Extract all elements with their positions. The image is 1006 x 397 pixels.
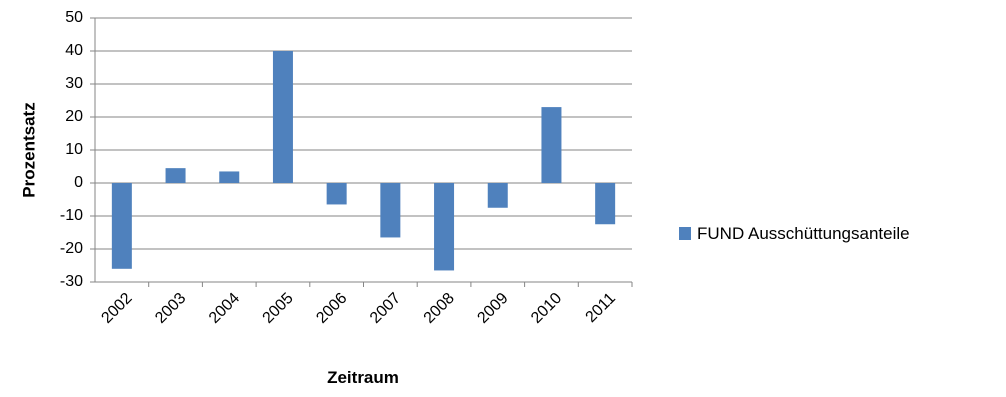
x-tick-label: 2003	[152, 290, 189, 327]
y-axis-title: Prozentsatz	[19, 102, 38, 197]
x-tick-label: 2005	[260, 290, 297, 327]
bar	[111, 183, 132, 269]
bar	[326, 183, 347, 205]
x-tick-label: 2002	[98, 290, 135, 327]
legend-label: FUND Ausschüttungsanteile	[697, 224, 910, 243]
legend: FUND Ausschüttungsanteile	[679, 224, 910, 243]
x-tick-label: 2007	[367, 290, 404, 327]
y-tick-labels: 50 40 30 20 10 0 -10 -20 -30	[60, 9, 83, 290]
y-tick-label: 30	[65, 75, 83, 92]
y-tick-label: -20	[60, 240, 83, 257]
y-tick-label: 50	[65, 9, 83, 26]
x-axis-title: Zeitraum	[327, 368, 399, 387]
y-tick-label: 40	[65, 42, 83, 59]
bar	[272, 51, 293, 183]
x-tick-label: 2010	[528, 290, 565, 327]
x-tick-label: 2011	[583, 290, 619, 326]
x-tick-label: 2004	[206, 290, 243, 327]
bar	[165, 168, 186, 183]
bar	[434, 183, 455, 271]
y-tick-label: 20	[65, 108, 83, 125]
bar	[219, 171, 240, 183]
x-tick-label: 2009	[474, 290, 511, 327]
axes	[94, 18, 632, 283]
bar	[595, 183, 616, 225]
x-tick-labels: 2002 2003 2004 2005 2006 2007 2008 2009 2010 2011	[98, 290, 619, 327]
x-tick-label: 2008	[421, 290, 458, 327]
y-tick-label: 0	[74, 174, 83, 191]
y-tick-label: -30	[60, 273, 83, 290]
y-tick-label: -10	[60, 207, 83, 224]
y-tick-label: 10	[65, 141, 83, 158]
bars	[111, 51, 633, 287]
x-tick-label: 2006	[313, 290, 350, 327]
bar	[487, 183, 508, 208]
legend-swatch	[679, 227, 691, 240]
bar	[380, 183, 401, 238]
bar	[541, 107, 562, 183]
